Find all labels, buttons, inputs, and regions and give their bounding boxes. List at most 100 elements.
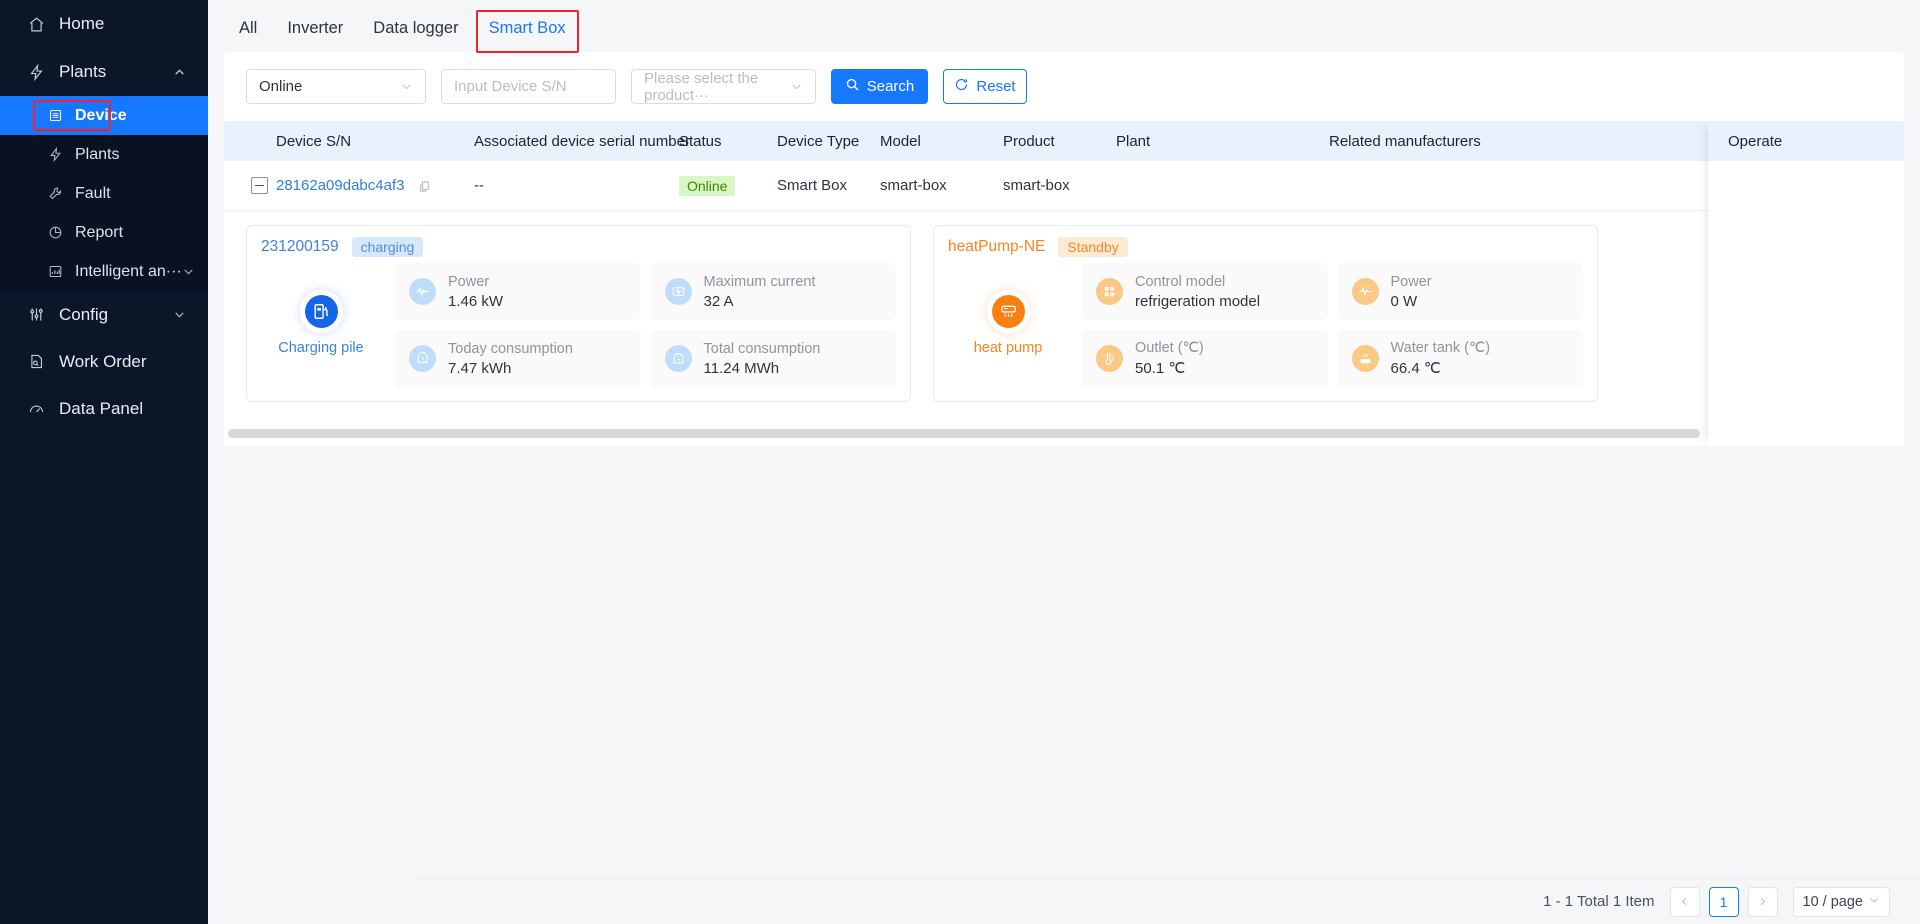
th-related-manufacturers: Related manufacturers: [1329, 132, 1481, 150]
device-sn-link[interactable]: 28162a09dabc4af3: [276, 177, 405, 194]
metric-label: Total consumption: [703, 340, 821, 357]
metric-label: Outlet (℃): [1135, 340, 1204, 356]
device-table: Device S/N Associated device serial numb…: [224, 121, 1904, 446]
tab-smart-box[interactable]: Smart Box: [474, 10, 581, 53]
bolt-icon: [46, 145, 64, 165]
chevron-down-icon: [400, 80, 413, 93]
heat-pump-caption: heat pump: [973, 339, 1043, 356]
sidebar-item-work-order[interactable]: Work Order: [0, 338, 208, 385]
sidebar-item-label: Report: [75, 223, 124, 241]
sidebar-item-report[interactable]: Report: [0, 213, 208, 252]
table-horizontal-scrollbar[interactable]: [224, 424, 1904, 446]
th-model: Model: [880, 132, 921, 150]
minus-icon: [255, 185, 264, 186]
chevron-down-icon[interactable]: [182, 265, 195, 278]
document-search-icon: [26, 352, 46, 372]
search-button[interactable]: Search: [831, 69, 928, 104]
table-row[interactable]: 28162a09dabc4af3 -- Online Smart Box sma…: [224, 161, 1904, 211]
heat-pump-thumb: heat pump: [948, 294, 1068, 356]
sidebar-item-label: Plants: [75, 145, 120, 163]
page-1-button[interactable]: 1: [1708, 886, 1739, 917]
metric-label: Control model: [1135, 273, 1226, 290]
chevron-right-icon: [1757, 894, 1768, 910]
sidebar-item-fault[interactable]: Fault: [0, 174, 208, 213]
th-status: Status: [679, 132, 722, 150]
filter-panel: Online Input Device S/N Please select th…: [224, 52, 1904, 121]
sidebar-item-label: Home: [59, 14, 105, 33]
sidebar-item-label: Plants: [59, 62, 107, 81]
water-tank-icon: [1351, 345, 1379, 372]
home-icon: [26, 14, 46, 34]
metric-label: Power: [1390, 273, 1432, 290]
metric-value: 11.24 MWh: [703, 359, 780, 377]
chevron-down-icon: [1868, 894, 1880, 910]
metric-value: 66.4 ℃: [1390, 360, 1441, 377]
reset-button[interactable]: Reset: [943, 69, 1027, 104]
reset-button-label: Reset: [976, 78, 1016, 95]
copy-icon[interactable]: [418, 180, 431, 193]
th-product: Product: [1003, 132, 1055, 150]
sidebar-item-intelligent-analysis[interactable]: Intelligent an···: [0, 252, 208, 291]
metric-power: Power 1.46 kW: [395, 263, 641, 320]
pulse-icon: [1351, 278, 1379, 305]
thermometer-icon: [1096, 345, 1123, 372]
cell-associated-sn: --: [474, 177, 484, 194]
chevron-down-icon[interactable]: [173, 308, 186, 321]
table-header-row: Device S/N Associated device serial numb…: [224, 121, 1904, 161]
product-select-placeholder: Please select the product···: [644, 69, 759, 104]
product-select[interactable]: Please select the product···: [631, 69, 816, 104]
device-type-tabs: All Inverter Data logger Smart Box: [208, 0, 1920, 53]
next-page-button[interactable]: [1747, 886, 1778, 917]
device-card-heat-pump: heatPump-NE Standby heat pump: [933, 225, 1598, 402]
tab-all[interactable]: All: [239, 19, 258, 37]
metric-label: Power: [448, 273, 490, 290]
sidebar-item-config[interactable]: Config: [0, 291, 208, 338]
collapse-row-button[interactable]: [251, 177, 268, 194]
status-select[interactable]: Online: [246, 69, 426, 104]
charging-pile-caption: Charging pile: [278, 339, 364, 356]
metric-heat-pump-power: Power 0 W: [1337, 263, 1583, 320]
sidebar-subgroup-plants: Device Plants Fault Report: [0, 96, 208, 291]
metric-value: 50.1 ℃: [1135, 360, 1186, 377]
bolt-icon: [26, 62, 46, 82]
device-sn-placeholder: Input Device S/N: [454, 78, 567, 95]
sidebar-item-label: Device: [75, 106, 127, 124]
scrollbar-thumb[interactable]: [228, 429, 1700, 438]
th-associated-sn: Associated device serial number: [474, 132, 690, 150]
sidebar-item-plants[interactable]: Plants: [0, 135, 208, 174]
page-size-select[interactable]: 10 / page: [1792, 886, 1890, 917]
heat-pump-card-body: heat pump Control model refrigeration mo…: [948, 263, 1583, 387]
grid-icon: [1096, 278, 1123, 305]
sliders-icon: [26, 305, 46, 325]
prev-page-button[interactable]: [1669, 886, 1700, 917]
chevron-down-icon: [790, 80, 803, 93]
sidebar-item-plants-group[interactable]: Plants: [0, 48, 208, 96]
page-size-label: 10 / page: [1802, 893, 1863, 910]
bar-chart-icon: [46, 262, 64, 282]
sidebar-item-label: Data Panel: [59, 398, 144, 418]
sidebar-item-data-panel[interactable]: Data Panel: [0, 385, 208, 432]
pulse-icon: [409, 278, 436, 305]
metric-today-consumption: Today consumption 7.47 kWh: [395, 330, 641, 387]
expanded-detail-row: 231200159 charging Charging pile: [224, 211, 1904, 424]
metric-water-tank-temperature: Water tank (℃) 66.4 ℃: [1337, 330, 1583, 387]
heat-pump-id[interactable]: heatPump-NE: [948, 238, 1046, 255]
gauge-icon: [26, 399, 46, 419]
tab-inverter[interactable]: Inverter: [287, 19, 344, 37]
metric-outlet-temperature: Outlet (℃) 50.1 ℃: [1082, 330, 1328, 387]
charging-pile-id[interactable]: 231200159: [261, 238, 339, 255]
charging-pile-card-body: Charging pile Power 1.46 kW: [261, 263, 896, 387]
tab-data-logger[interactable]: Data logger: [373, 19, 459, 37]
current-meter-icon: [664, 278, 692, 305]
device-sn-input[interactable]: Input Device S/N: [441, 69, 616, 104]
th-device-type: Device Type: [777, 132, 860, 150]
pagination-bar: 1 - 1 Total 1 Item 1 10 / page: [416, 878, 1920, 924]
metric-value: 32 A: [703, 292, 734, 310]
charging-pile-state-pill: charging: [351, 237, 424, 257]
sidebar-item-device[interactable]: Device: [0, 96, 208, 135]
sidebar-item-label: Config: [59, 304, 109, 324]
energy-today-icon: [409, 345, 436, 372]
chevron-up-icon[interactable]: [173, 66, 186, 79]
sidebar-item-home[interactable]: Home: [0, 0, 208, 48]
